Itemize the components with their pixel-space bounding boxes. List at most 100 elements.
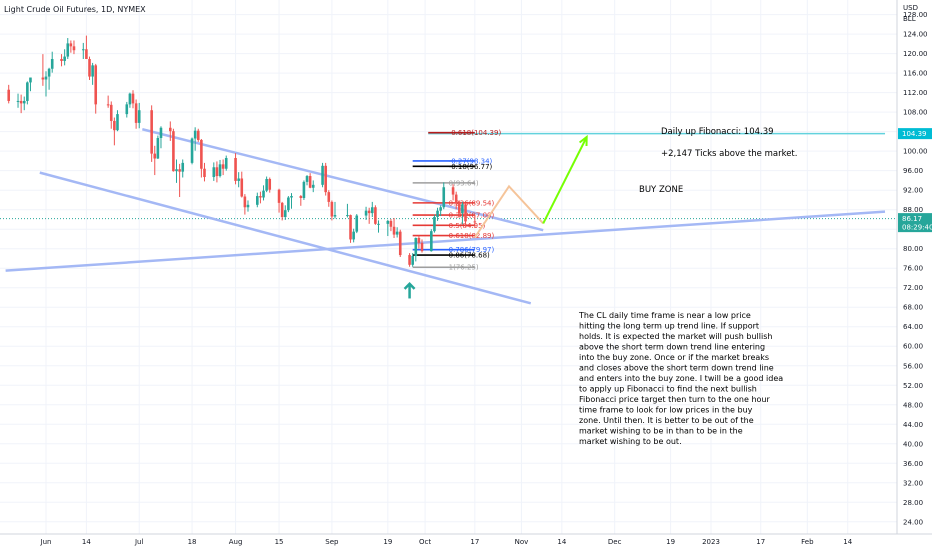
candle-body <box>22 100 26 104</box>
candle-body <box>85 49 88 60</box>
price-tick-label: 124.00 <box>903 31 928 39</box>
candle-body <box>69 43 73 47</box>
candle-body <box>212 167 216 178</box>
candle-body <box>178 169 181 172</box>
candle-body <box>106 104 110 106</box>
price-tick-label: 128.00 <box>903 11 928 19</box>
candle-body <box>91 65 94 77</box>
candle-body <box>234 158 237 181</box>
candle-body <box>280 202 284 218</box>
candle-body <box>128 93 132 105</box>
candle-body <box>420 242 424 252</box>
candle-body <box>72 46 76 51</box>
time-tick-label: 19 <box>666 538 675 546</box>
fib-level-label: 0.86(78.68) <box>449 252 490 260</box>
candle-body <box>60 59 63 61</box>
candle-body <box>364 210 368 216</box>
price-tick-label: 64.00 <box>903 323 923 331</box>
candle-body <box>389 220 393 227</box>
time-tick-label: Jul <box>134 538 144 546</box>
target-price-label: 104.39 <box>898 128 932 140</box>
price-tick-label: 76.00 <box>903 265 923 273</box>
candle-body <box>352 231 355 240</box>
note-line: and enters into the buy zone. I twill be… <box>579 374 783 383</box>
fib-level-label: 0.618(82.89) <box>449 232 495 240</box>
price-axis[interactable]: USD BLL <box>896 0 932 534</box>
fib-level-label: 0.786(79.97) <box>449 246 495 254</box>
price-tick-label: 72.00 <box>903 284 923 292</box>
price-tick-label: 108.00 <box>903 109 928 117</box>
price-tick-label: 92.00 <box>903 187 923 195</box>
candle-body <box>290 196 293 198</box>
fib-level-label: 0(93.64) <box>449 179 479 187</box>
fib-level-label: -0.27(98.34) <box>449 157 493 165</box>
candle-body <box>125 104 129 115</box>
up-arrow-head-icon <box>403 282 416 290</box>
candle-body <box>398 231 402 256</box>
price-tick-label: 32.00 <box>903 479 923 487</box>
candle-body <box>436 210 439 218</box>
note-line: zone. Until then. It is better to be out… <box>579 416 754 425</box>
note-line: The CL daily time frame is near a low pr… <box>578 311 751 320</box>
candle-body <box>181 162 185 172</box>
candle-body <box>374 207 377 224</box>
candle-body <box>330 201 334 217</box>
candle-body <box>81 49 85 51</box>
grid <box>0 0 897 534</box>
candle-body <box>218 164 222 177</box>
candle-body <box>16 100 20 102</box>
candle-body <box>311 184 315 188</box>
candle-body <box>44 76 48 80</box>
fib-level-label: -0.618(104.39) <box>449 129 502 137</box>
time-tick-label: 15 <box>275 538 284 546</box>
candle-body <box>240 178 244 197</box>
note-line: above the short term down trend line ent… <box>579 343 765 352</box>
price-tick-label: 44.00 <box>903 421 923 429</box>
candle-body <box>109 104 113 121</box>
candle-body <box>221 164 225 169</box>
candle-body <box>116 114 119 131</box>
candle-body <box>131 93 135 104</box>
note-line: and closes above the short term down tre… <box>579 364 774 373</box>
price-tick-label: 24.00 <box>903 518 923 526</box>
target-price-value: 104.39 <box>902 130 927 138</box>
candle-body <box>395 231 399 235</box>
trend-line[interactable] <box>142 128 544 232</box>
candle-body <box>287 197 290 211</box>
last-price-value: 86.17 <box>902 215 922 223</box>
candle-body <box>451 187 455 195</box>
trend-line[interactable] <box>39 171 532 305</box>
candle-body <box>324 165 327 193</box>
candle-body <box>26 82 29 101</box>
trend-line[interactable] <box>5 210 886 272</box>
time-tick-label: 2023 <box>702 538 720 546</box>
candle-body <box>153 153 157 159</box>
bar-countdown: 08:29:40 <box>902 224 932 232</box>
candle-body <box>321 165 324 185</box>
time-tick-label: Sep <box>325 538 339 546</box>
candle-body <box>473 221 477 223</box>
candle-body <box>367 210 371 214</box>
candle-body <box>411 256 414 265</box>
candle-body <box>327 192 331 202</box>
candle-body <box>414 237 418 257</box>
candle-body <box>262 190 265 198</box>
candle-body <box>203 168 206 178</box>
projection-path-peach <box>473 184 544 239</box>
candle-body <box>454 194 458 203</box>
candle-body <box>370 207 374 214</box>
candle-body <box>302 181 306 198</box>
candle-body <box>94 65 98 105</box>
note-line: time frame to look for low prices in the… <box>579 406 753 415</box>
time-axis[interactable] <box>0 533 932 550</box>
candle-body <box>41 77 45 80</box>
candle-body <box>200 139 203 169</box>
candle-body <box>246 204 250 208</box>
note-line: market wishing to be out. <box>579 437 682 446</box>
time-tick-label: 17 <box>756 538 765 546</box>
candle-body <box>355 215 359 232</box>
candle-body <box>168 127 172 132</box>
price-tick-label: 112.00 <box>903 89 928 97</box>
